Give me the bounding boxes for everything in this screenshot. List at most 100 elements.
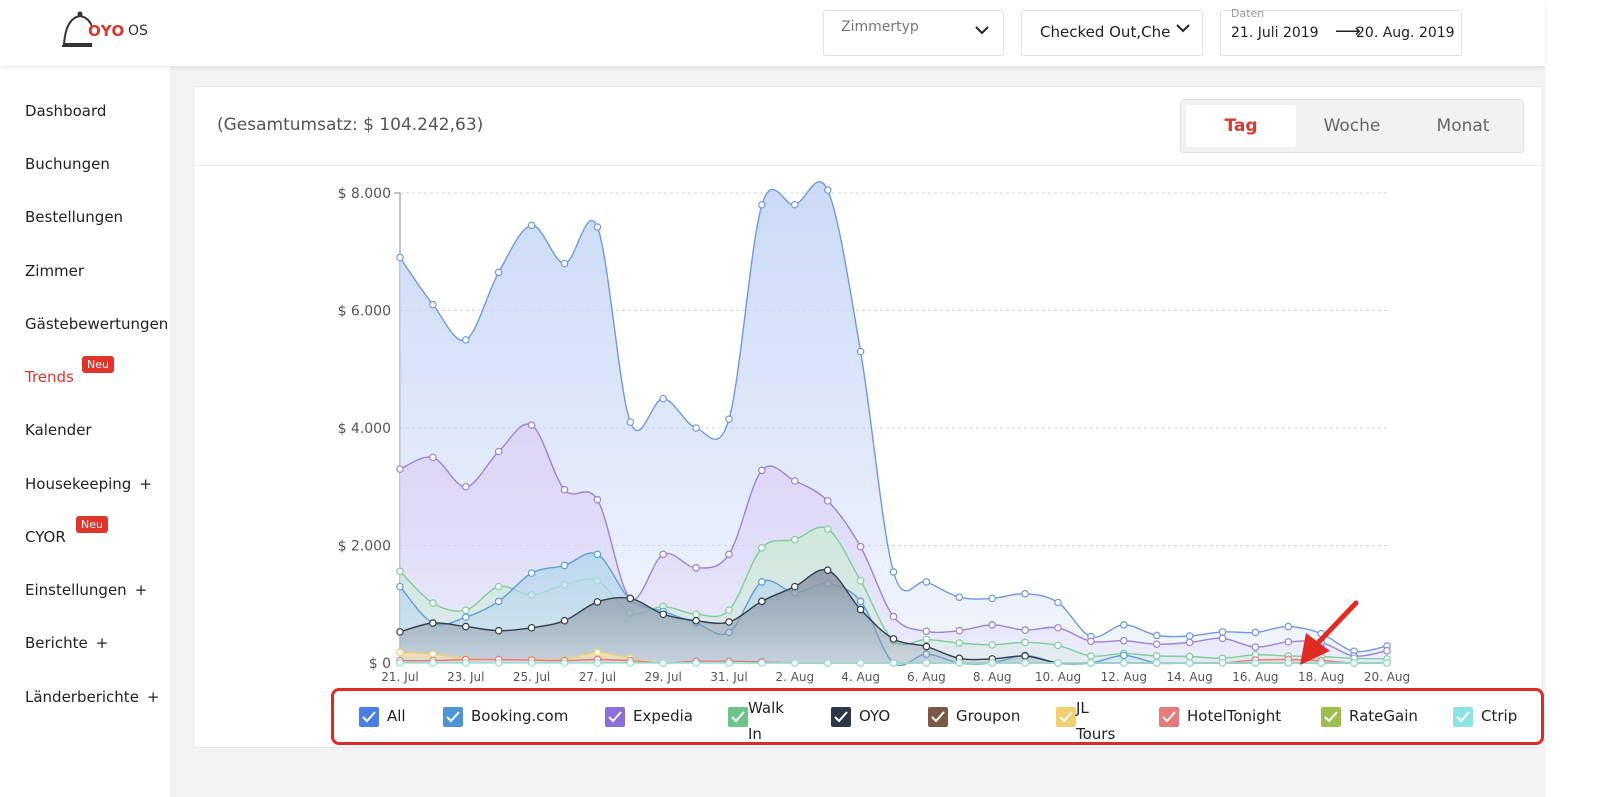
expand-plus-icon[interactable]: + (146, 688, 160, 706)
card-header: (Gesamtumsatz: $ 104.242,63) Tag Woche M… (194, 87, 1542, 166)
sidebar-item-label: Kalender (25, 421, 92, 439)
data-point-all (955, 593, 964, 602)
checkbox-checked-icon[interactable] (1453, 707, 1473, 727)
checkbox-checked-icon[interactable] (359, 707, 379, 727)
data-point-all (889, 568, 898, 576)
expand-plus-icon[interactable]: + (134, 581, 148, 599)
checkbox-checked-icon[interactable] (605, 707, 625, 727)
sidebar-item-cyor[interactable]: CYOR (25, 528, 66, 546)
tab-monat[interactable]: Monat (1436, 116, 1490, 136)
data-point-walk-in (725, 606, 733, 614)
data-point-walk-in (1185, 652, 1194, 661)
date-to[interactable]: 20. Aug. 2019 (1356, 25, 1455, 41)
sidebar-item-länderberichte[interactable]: Länderberichte + (25, 688, 160, 706)
status-dropdown[interactable]: Checked Out,Che (1021, 10, 1203, 56)
data-point-oyo (560, 616, 569, 625)
x-tick-label: 21. Jul (381, 670, 418, 684)
data-point-all (1251, 628, 1260, 637)
roomtype-dropdown[interactable]: Zimmertyp (823, 10, 1004, 56)
data-point-oyo (1021, 652, 1029, 660)
data-point-oyo (396, 628, 404, 636)
data-point-expedia (1021, 626, 1029, 634)
data-point-expedia (1284, 638, 1293, 646)
tab-woche[interactable]: Woche (1323, 116, 1381, 136)
data-point-walk-in (1087, 652, 1095, 660)
checkbox-checked-icon[interactable] (443, 707, 463, 727)
new-badge: Neu (76, 516, 108, 533)
data-point-expedia (725, 550, 733, 559)
data-point-expedia (1120, 636, 1128, 645)
data-point-all (593, 223, 602, 231)
channel-legend: All Booking.com Expedia Walk In OYO Groupon JL T… (331, 688, 1544, 745)
data-point-expedia (988, 621, 997, 629)
legend-label: RateGain (1349, 707, 1418, 725)
checkbox-checked-icon[interactable] (1321, 707, 1341, 727)
data-point-ctrip (1054, 659, 1062, 667)
data-point-all (922, 578, 931, 586)
data-point-ctrip (560, 659, 569, 667)
data-point-oyo (593, 598, 602, 606)
data-point-all (659, 394, 668, 403)
sidebar-item-berichte[interactable]: Berichte + (25, 634, 108, 652)
data-point-walk-in (461, 606, 470, 614)
date-from[interactable]: 21. Juli 2019 (1231, 25, 1319, 41)
oyo-os-logo[interactable]: OYO OS (62, 10, 182, 52)
expand-plus-icon[interactable]: + (95, 634, 109, 652)
data-point-expedia (429, 453, 437, 462)
data-point-ctrip (725, 659, 733, 667)
series-area-all (400, 181, 1387, 663)
series-area-oyo (400, 569, 1387, 664)
sidebar-item-gästebewertungen[interactable]: Gästebewertungen (25, 315, 168, 333)
checkbox-checked-icon[interactable] (728, 707, 748, 727)
sidebar-item-kalender[interactable]: Kalender (25, 421, 92, 439)
data-point-walk-in (758, 544, 766, 552)
data-point-all (560, 259, 569, 268)
checkbox-checked-icon[interactable] (1159, 707, 1179, 727)
data-point-booking-com (494, 597, 503, 606)
chevron-down-icon (975, 26, 989, 35)
data-point-all (856, 347, 865, 356)
sidebar-item-zimmer[interactable]: Zimmer (25, 262, 84, 280)
data-point-walk-in (429, 599, 437, 607)
data-point-all (626, 418, 635, 426)
period-toggle: Tag Woche Monat (1180, 99, 1524, 153)
data-point-ctrip (823, 659, 832, 667)
date-range-picker[interactable]: Daten 21. Juli 2019 ⟶ 20. Aug. 2019 (1220, 7, 1462, 56)
sidebar-item-einstellungen[interactable]: Einstellungen + (25, 581, 147, 599)
checkbox-checked-icon[interactable] (1056, 707, 1076, 727)
data-point-expedia (1218, 634, 1227, 643)
status-value: Checked Out,Che (1040, 23, 1171, 41)
data-point-booking-com (461, 613, 470, 621)
sidebar-item-label: Trends (25, 368, 74, 386)
sidebar (0, 66, 170, 797)
data-point-ctrip (494, 659, 503, 667)
sidebar-item-bestellungen[interactable]: Bestellungen (25, 208, 123, 226)
data-point-oyo (889, 635, 898, 643)
data-point-walk-in (494, 582, 503, 591)
data-point-walk-in (1152, 652, 1161, 660)
sidebar-item-housekeeping[interactable]: Housekeeping + (25, 475, 152, 493)
data-point-expedia (494, 447, 503, 456)
expand-plus-icon[interactable]: + (139, 475, 152, 493)
sidebar-item-buchungen[interactable]: Buchungen (25, 155, 110, 173)
sidebar-item-label: Dashboard (25, 102, 107, 120)
sidebar-item-trends[interactable]: Trends (25, 368, 74, 386)
sidebar-item-dashboard[interactable]: Dashboard (25, 102, 106, 120)
legend-label: Groupon (956, 707, 1021, 725)
x-tick-label: 25. Jul (513, 670, 550, 684)
y-tick-label: $ 2.000 (338, 539, 391, 555)
data-point-ctrip (988, 659, 997, 667)
checkbox-checked-icon[interactable] (928, 707, 948, 727)
legend-label: Ctrip (1481, 707, 1518, 725)
data-point-expedia (823, 497, 832, 505)
data-point-expedia (1087, 637, 1095, 646)
x-tick-label: 6. Aug (907, 670, 946, 684)
data-point-walk-in (1054, 641, 1062, 650)
data-point-ctrip (527, 659, 536, 667)
tab-tag[interactable]: Tag (1186, 105, 1296, 147)
legend-label: Expedia (633, 707, 693, 725)
data-point-walk-in (823, 525, 832, 533)
checkbox-checked-icon[interactable] (831, 707, 851, 727)
data-point-all (429, 300, 437, 309)
data-point-oyo (494, 626, 503, 635)
